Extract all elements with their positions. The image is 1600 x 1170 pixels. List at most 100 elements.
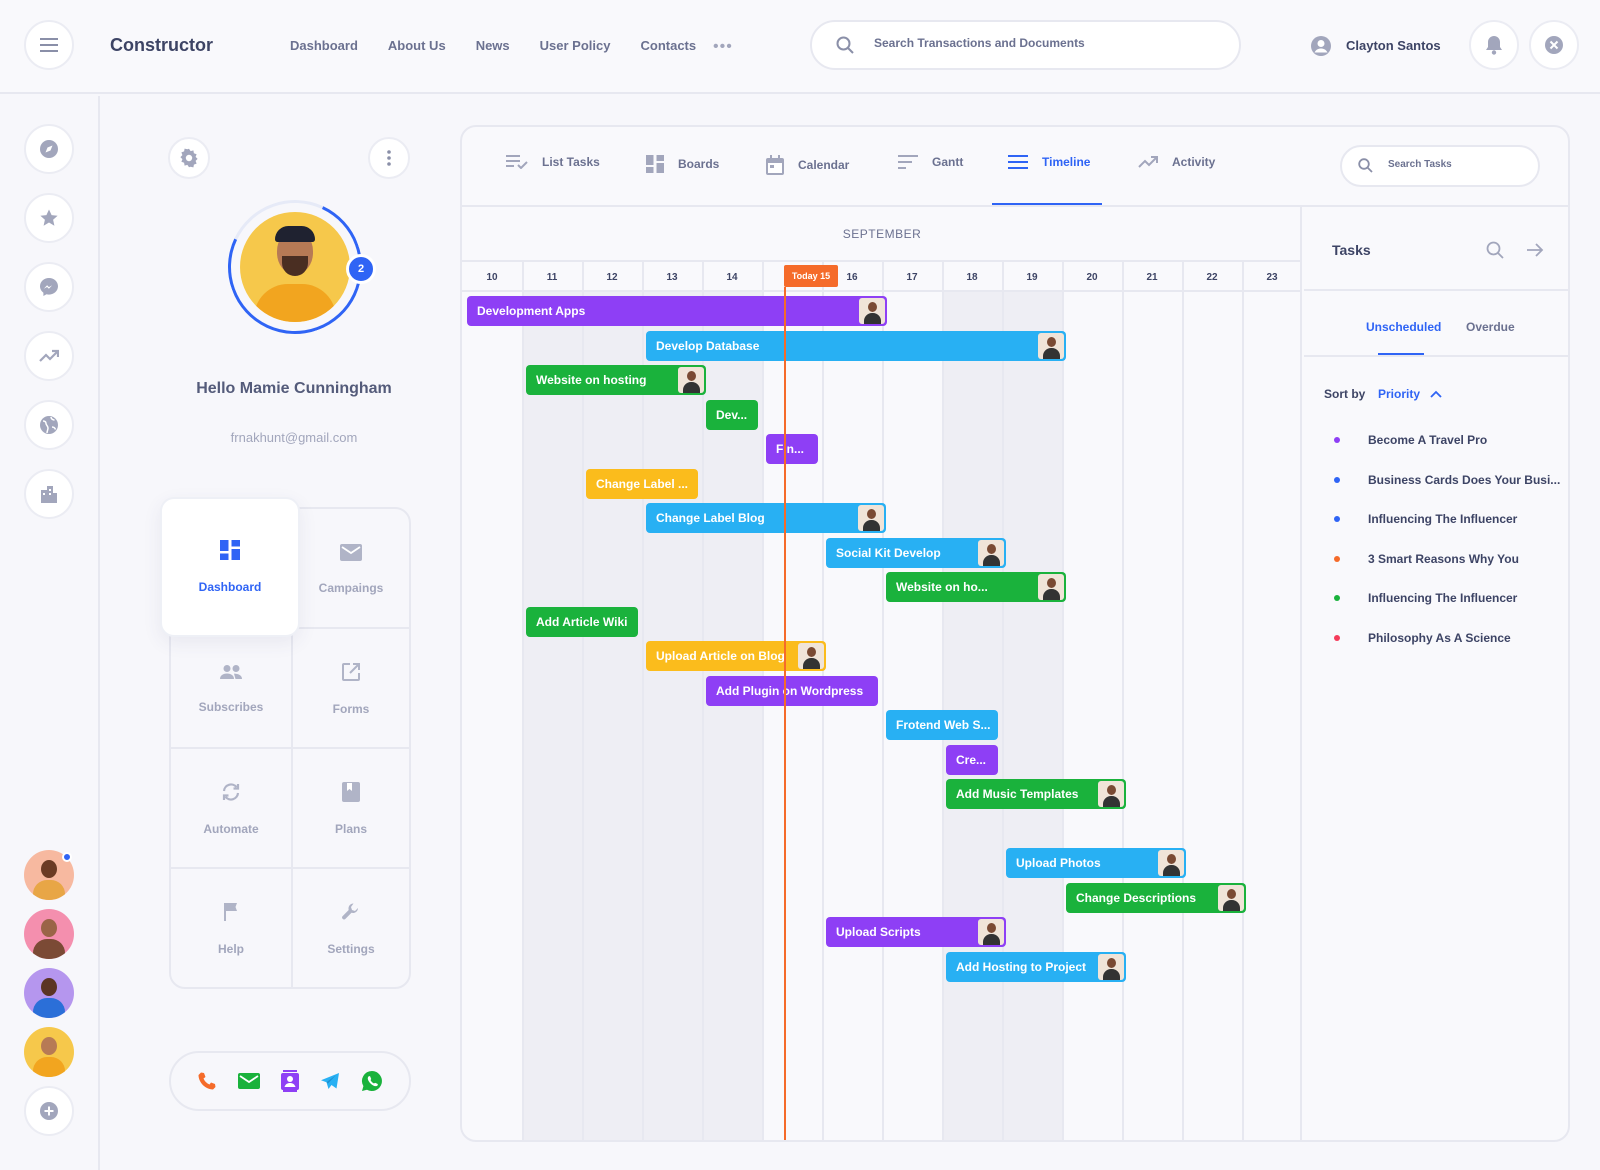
timeline-task-bar[interactable]: Website on hosting	[526, 365, 706, 395]
rail-company-button[interactable]	[24, 469, 74, 519]
team-avatar-4[interactable]	[24, 1027, 74, 1077]
timeline-task-bar[interactable]: Add Plugin on Wordpress	[706, 675, 878, 706]
timeline-task-bar[interactable]: Frotend Web S...	[886, 710, 998, 740]
search-icon[interactable]	[1486, 241, 1504, 259]
whatsapp-icon[interactable]	[361, 1070, 383, 1092]
tab-gantt[interactable]: Gantt	[898, 155, 963, 169]
timeline-task-bar[interactable]: Change Label ...	[586, 468, 698, 499]
menu-item-subscribes[interactable]: Subscribes	[171, 629, 291, 749]
day-label: 16	[846, 272, 858, 283]
timeline-task-bar[interactable]: Website on ho...	[886, 572, 1066, 602]
external-edit-icon	[342, 663, 360, 681]
building-icon	[41, 486, 57, 503]
timeline-task-bar[interactable]: Upload Article on Blog	[646, 641, 826, 671]
timeline-task-bar[interactable]: Add Hosting to Project	[946, 951, 1126, 982]
menu-item-help[interactable]: Help	[171, 869, 291, 989]
task-bar-label: Add Music Templates	[956, 787, 1079, 801]
assignee-avatar	[1158, 850, 1184, 876]
assignee-avatar	[1038, 332, 1064, 359]
close-button[interactable]	[1529, 20, 1579, 70]
task-list-item[interactable]: Influencing The Influencer	[1334, 591, 1517, 605]
add-member-button[interactable]	[24, 1086, 74, 1136]
nav-link-about-us[interactable]: About Us	[387, 38, 446, 53]
team-avatar-2[interactable]	[24, 909, 74, 959]
profile-email: frnakhunt@gmail.com	[230, 430, 358, 445]
phone-icon[interactable]	[197, 1071, 217, 1091]
menu-item-plans[interactable]: Plans	[291, 749, 411, 869]
tab-timeline[interactable]: Timeline	[1008, 155, 1090, 169]
timeline-task-bar[interactable]: Dev...	[706, 399, 758, 430]
assignee-avatar	[1218, 884, 1244, 911]
task-bar-label: Add Hosting to Project	[956, 959, 1086, 974]
profile-settings-button[interactable]	[168, 137, 210, 179]
menu-item-automate[interactable]: Automate	[171, 749, 291, 869]
contact-bar	[169, 1051, 411, 1111]
timeline-task-bar[interactable]: Develop Database	[646, 330, 1066, 361]
sort-label: Sort by	[1324, 387, 1366, 401]
menu-item-settings[interactable]: Settings	[291, 869, 411, 989]
sort-priority-dropdown[interactable]: Priority	[1378, 387, 1421, 401]
nav-link-dashboard[interactable]: Dashboard	[290, 38, 358, 53]
assignee-avatar	[978, 539, 1004, 566]
nav-link-contacts[interactable]: Contacts	[640, 38, 697, 53]
tab-boards[interactable]: Boards	[646, 155, 719, 173]
menu-item-label: Help	[217, 942, 244, 956]
nav-more-button[interactable]: •••	[713, 38, 733, 55]
menu-button[interactable]	[24, 20, 74, 70]
star-icon	[40, 209, 58, 226]
tab-list-tasks[interactable]: List Tasks	[506, 155, 600, 169]
rail-messenger-button[interactable]	[24, 262, 74, 312]
menu-item-dashboard[interactable]: Dashboard	[160, 497, 300, 637]
task-list-item[interactable]: Become A Travel Pro	[1334, 433, 1487, 447]
notifications-button[interactable]	[1469, 20, 1519, 70]
day-label: 22	[1206, 272, 1218, 283]
timeline-task-bar[interactable]: Fin...	[766, 434, 818, 464]
chevron-up-icon[interactable]	[1430, 390, 1442, 398]
rail-favorites-button[interactable]	[24, 193, 74, 243]
gear-icon	[180, 148, 198, 168]
timeline-task-bar[interactable]: Add Music Templates	[946, 779, 1126, 809]
nav-link-news[interactable]: News	[475, 38, 510, 53]
task-list-item[interactable]: 3 Smart Reasons Why You	[1334, 552, 1519, 566]
team-avatar-1[interactable]	[24, 850, 74, 900]
arrow-right-icon[interactable]	[1526, 243, 1544, 257]
rail-explore-button[interactable]	[24, 124, 74, 174]
task-list-item[interactable]: Business Cards Does Your Busi...	[1334, 473, 1560, 487]
nav-link-user-policy[interactable]: User Policy	[539, 38, 611, 53]
tab-calendar[interactable]: Calendar	[766, 155, 849, 175]
mail-icon[interactable]	[237, 1073, 260, 1089]
task-search-input[interactable]	[1388, 159, 1528, 170]
tab-activity[interactable]: Activity	[1138, 155, 1215, 169]
task-list-item[interactable]: Influencing The Influencer	[1334, 512, 1517, 526]
profile-more-button[interactable]	[368, 137, 410, 179]
menu-item-label: Forms	[332, 702, 370, 716]
tab-overdue[interactable]: Overdue	[1466, 320, 1515, 334]
tab-label: List Tasks	[542, 155, 600, 169]
assignee-avatar	[798, 643, 824, 669]
rail-globe-button[interactable]	[24, 400, 74, 450]
task-list-item[interactable]: Philosophy As A Science	[1334, 631, 1511, 645]
priority-dot	[1334, 476, 1340, 483]
timeline-task-bar[interactable]: Development Apps	[467, 296, 887, 326]
timeline-task-bar[interactable]: Upload Scripts	[826, 917, 1006, 947]
menu-item-forms[interactable]: Forms	[291, 629, 411, 749]
close-circle-icon	[1545, 36, 1563, 54]
timeline-task-bar[interactable]: Change Label Blog	[646, 503, 886, 533]
menu-item-campaings[interactable]: Campaings	[291, 509, 411, 629]
user-name[interactable]: Clayton Santos	[1346, 38, 1441, 53]
contacts-icon[interactable]	[280, 1070, 300, 1092]
timeline-task-bar[interactable]: Change Descriptions	[1066, 882, 1246, 913]
profile-avatar[interactable]	[240, 212, 350, 322]
global-search-input[interactable]	[874, 36, 1224, 50]
day-label: 12	[606, 272, 618, 283]
telegram-icon[interactable]	[320, 1072, 340, 1090]
timeline-task-bar[interactable]: Cre...	[946, 744, 998, 775]
team-avatar-3[interactable]	[24, 968, 74, 1018]
task-bar-label: Dev...	[716, 407, 748, 422]
tab-unscheduled[interactable]: Unscheduled	[1366, 320, 1442, 334]
rail-analytics-button[interactable]	[24, 331, 74, 381]
timeline-task-bar[interactable]: Social Kit Develop	[826, 537, 1006, 568]
timeline-task-bar[interactable]: Upload Photos	[1006, 848, 1186, 878]
timeline-task-bar[interactable]: Add Article Wiki	[526, 606, 638, 637]
tab-label: Activity	[1172, 155, 1216, 169]
